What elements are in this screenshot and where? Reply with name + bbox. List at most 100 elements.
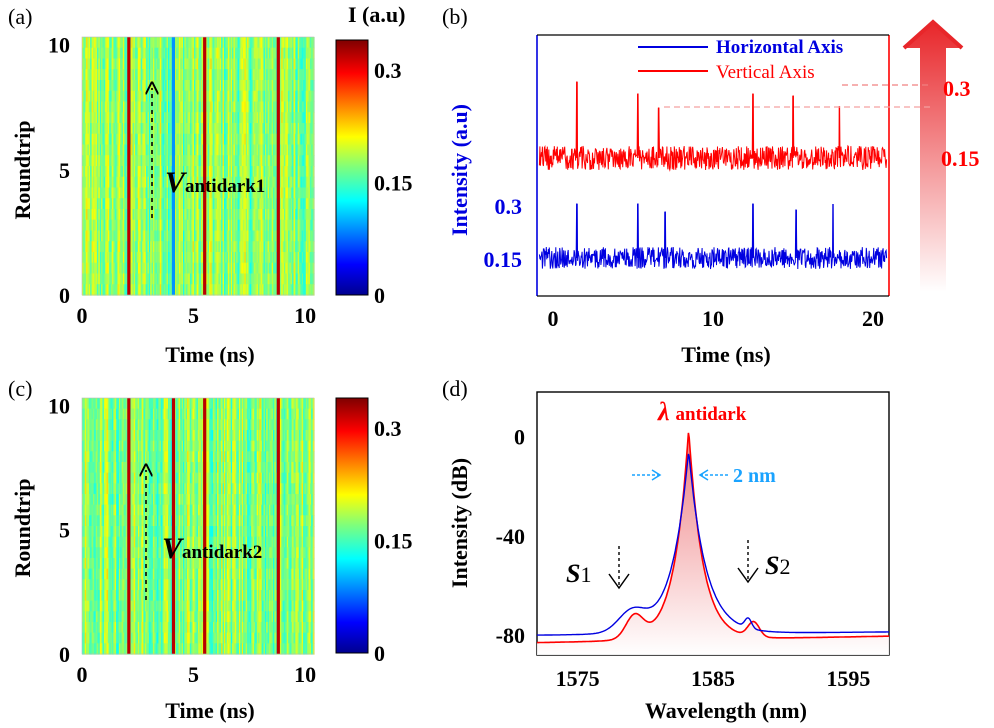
- heatmap-cell: [146, 133, 149, 146]
- heatmap-cell: [143, 187, 146, 199]
- heatmap-cell: [176, 166, 179, 178]
- heatmap-cell: [223, 219, 226, 232]
- heatmap-cell: [116, 155, 119, 167]
- heatmap-cell: [151, 58, 154, 70]
- heatmap-cell: [109, 284, 112, 296]
- heatmap-cell: [271, 284, 274, 296]
- heatmap-cell: [137, 123, 140, 135]
- heatmap-cell: [243, 284, 245, 296]
- heatmap-cell: [202, 262, 205, 275]
- heatmap-cell: [147, 198, 150, 210]
- heatmap-cell: [271, 440, 274, 452]
- heatmap-cell: [252, 187, 255, 199]
- heatmap-cell: [146, 284, 149, 296]
- heatmap-cell: [90, 187, 93, 199]
- heatmap-cell: [162, 241, 165, 253]
- heatmap-cell: [290, 112, 293, 124]
- heatmap-cell: [131, 123, 134, 135]
- heatmap-cell: [226, 133, 229, 146]
- heatmap-cell: [187, 187, 190, 199]
- heatmap-cell: [303, 69, 306, 81]
- heatmap-cell: [303, 90, 306, 103]
- heatmap-cell: [258, 209, 261, 221]
- heatmap-cell: [169, 90, 172, 103]
- heatmap-cell: [286, 262, 289, 275]
- heatmap-cell: [118, 273, 121, 285]
- heatmap-cell: [91, 155, 94, 167]
- heatmap-cell: [106, 273, 109, 285]
- heatmap-cell: [215, 284, 218, 296]
- heatmap-cell: [132, 101, 135, 113]
- heatmap-cell: [107, 47, 110, 60]
- heatmap-cell: [207, 440, 210, 452]
- heatmap-cell: [211, 198, 214, 210]
- heatmap-cell: [305, 155, 308, 167]
- heatmap-cell: [192, 166, 195, 178]
- heatmap-cell: [113, 144, 116, 156]
- heatmap-cell: [161, 284, 164, 296]
- heatmap-cell: [288, 69, 291, 81]
- heatmap-cell: [99, 187, 102, 199]
- heatmap-cell: [241, 155, 244, 167]
- heatmap-cell: [121, 241, 124, 253]
- heatmap-cell: [195, 69, 198, 81]
- heatmap-cell: [177, 241, 180, 253]
- heatmap-cell: [91, 123, 94, 135]
- heatmap-cell: [237, 219, 240, 232]
- heatmap-cell: [157, 252, 160, 264]
- heatmap-cell: [228, 176, 230, 189]
- heatmap-cell: [154, 144, 157, 156]
- heatmap-cell: [210, 398, 213, 410]
- heatmap-cell: [211, 101, 214, 113]
- heatmap-cell: [144, 176, 147, 189]
- heatmap-cell: [102, 133, 105, 146]
- heatmap-cell: [137, 101, 140, 113]
- heatmap-cell: [109, 209, 112, 221]
- heatmap-cell: [285, 47, 288, 60]
- heatmap-cell: [229, 273, 232, 285]
- heatmap-cell: [305, 430, 308, 442]
- heatmap-cell: [271, 187, 274, 199]
- heatmap-cell: [282, 90, 285, 103]
- heatmap-cell: [249, 241, 252, 253]
- heatmap-cell: [202, 176, 205, 189]
- heatmap-cell: [152, 187, 155, 199]
- heatmap-cell: [273, 47, 276, 60]
- heatmap-cell: [114, 273, 117, 285]
- heatmap-cell: [146, 112, 149, 124]
- heatmap-cell: [101, 176, 104, 189]
- heatmap-cell: [303, 112, 306, 124]
- heatmap-cell: [297, 101, 300, 113]
- heatmap-cell: [91, 58, 94, 70]
- heatmap-cell: [312, 112, 315, 124]
- heatmap-cell: [289, 430, 292, 442]
- heatmap-cell: [150, 252, 153, 264]
- heatmap-cell: [223, 440, 226, 452]
- heatmap-cell: [202, 284, 205, 296]
- heatmap-cell: [221, 252, 224, 264]
- heatmap-cell: [198, 198, 200, 210]
- heatmap-cell: [165, 176, 168, 189]
- heatmap-cell: [88, 252, 91, 264]
- heatmap-cell: [301, 252, 304, 264]
- heatmap-cell: [300, 144, 303, 156]
- heatmap-cell: [129, 101, 132, 113]
- heatmap-cell: [293, 90, 296, 103]
- heatmap-cell: [290, 90, 293, 103]
- panel-b-legend: Horizontal Axis Vertical Axis: [638, 37, 843, 83]
- heatmap-cell: [103, 230, 106, 242]
- heatmap-cell: [252, 112, 255, 124]
- heatmap-cell: [133, 262, 136, 275]
- heatmap-cell: [298, 37, 301, 49]
- heatmap-cell: [259, 47, 262, 60]
- heatmap-cell: [163, 398, 166, 410]
- heatmap-cell: [279, 47, 282, 60]
- heatmap-cell: [142, 69, 145, 81]
- heatmap-cell: [122, 219, 125, 232]
- heatmap-cell: [165, 419, 168, 431]
- heatmap-cell: [279, 209, 282, 221]
- heatmap-cell: [195, 37, 198, 49]
- heatmap-cell: [244, 58, 247, 70]
- heatmap-cell: [214, 398, 217, 410]
- heatmap-cell: [264, 273, 267, 285]
